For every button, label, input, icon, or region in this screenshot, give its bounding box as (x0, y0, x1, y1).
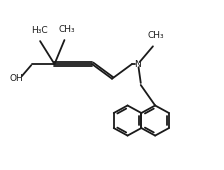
Text: N: N (134, 60, 141, 69)
Text: CH₃: CH₃ (58, 25, 75, 34)
Text: CH₃: CH₃ (148, 31, 165, 40)
Text: OH: OH (10, 74, 24, 83)
Text: H₃C: H₃C (31, 26, 47, 35)
